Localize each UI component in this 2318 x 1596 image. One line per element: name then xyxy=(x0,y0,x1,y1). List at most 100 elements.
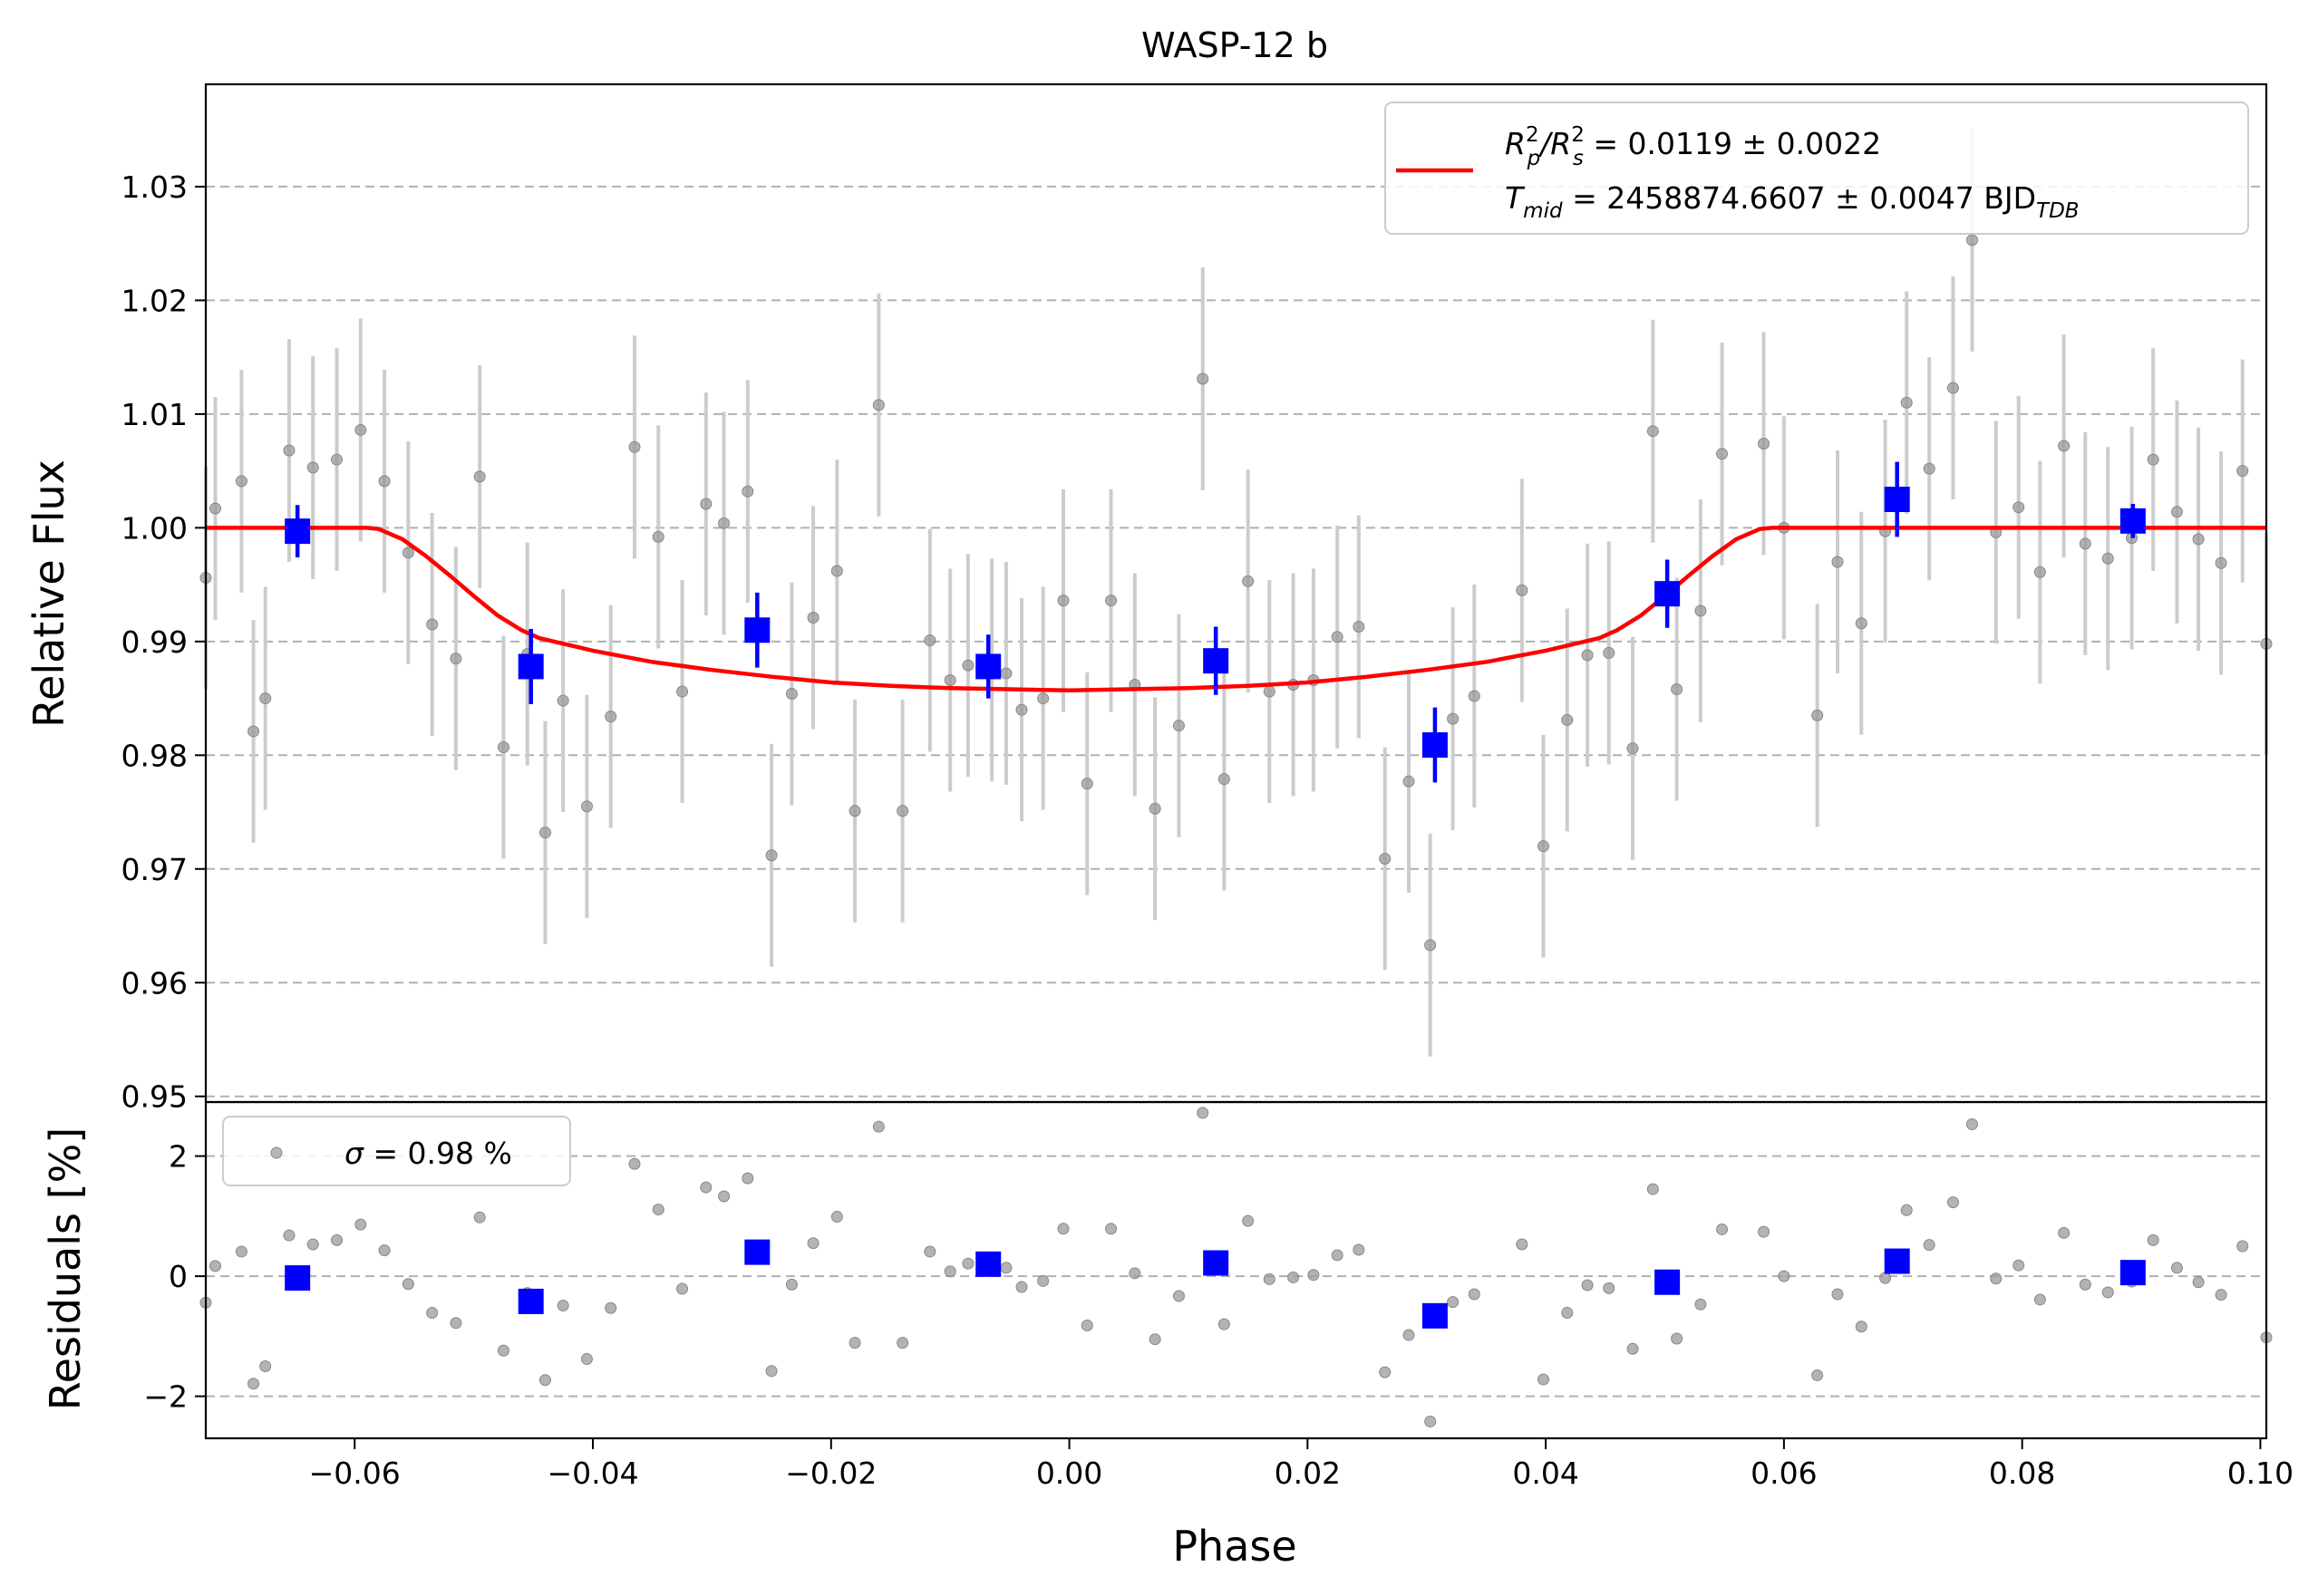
residuals-raw-point xyxy=(450,1317,462,1330)
residuals-raw-point xyxy=(1057,1223,1070,1235)
flux-raw-point xyxy=(2012,501,2025,514)
x-tick-label: 0.10 xyxy=(2227,1456,2294,1491)
residuals-raw-point xyxy=(2192,1276,2205,1289)
residuals-raw-point xyxy=(1778,1270,1790,1282)
residuals-binned-point xyxy=(1884,1248,1910,1274)
flux-raw-point xyxy=(2079,537,2091,550)
residuals-raw-point xyxy=(1855,1320,1867,1333)
flux-raw-point xyxy=(2170,506,2183,518)
flux-raw-point xyxy=(402,547,414,559)
flux-raw-point xyxy=(247,725,260,738)
residuals-raw-point xyxy=(283,1229,296,1242)
flux-raw-point xyxy=(2058,440,2071,452)
flux-legend-tmid-text: Tmid = 2458874.6607 ± 0.0047 BJDTDB xyxy=(1505,180,2080,223)
x-axis-title: Phase xyxy=(1172,1522,1296,1571)
flux-raw-point xyxy=(1172,720,1185,732)
residuals-raw-point xyxy=(473,1211,486,1224)
residuals-raw-point xyxy=(897,1337,909,1349)
residuals-raw-point xyxy=(2147,1233,2159,1246)
residuals-raw-point xyxy=(497,1344,509,1357)
flux-raw-point xyxy=(849,805,861,817)
flux-y-tick-label: 0.96 xyxy=(121,965,188,1001)
residuals-raw-point xyxy=(1217,1318,1230,1330)
residuals-raw-point xyxy=(1037,1274,1050,1287)
residuals-raw-point xyxy=(1402,1329,1415,1341)
flux-raw-points xyxy=(199,234,2273,952)
flux-grid xyxy=(206,185,2266,1098)
flux-y-tick-label: 1.01 xyxy=(121,397,188,432)
chart-title: WASP-12 b xyxy=(1141,25,1328,65)
flux-y-ticks: 0.95 0.96 0.97 0.98 0.99 1.00 1.01 1.02 1.03 xyxy=(121,169,206,1115)
residuals-raw-point xyxy=(2012,1259,2025,1272)
flux-raw-point xyxy=(1537,840,1549,853)
residuals-raw-point xyxy=(924,1245,936,1258)
residuals-raw-point xyxy=(718,1190,731,1203)
flux-raw-point xyxy=(1646,425,1659,438)
residuals-raw-point xyxy=(1965,1118,1978,1131)
residuals-panel-frame xyxy=(204,1100,2268,1440)
residuals-raw-point xyxy=(962,1257,975,1270)
flux-binned-point xyxy=(1203,648,1229,674)
residuals-raw-point xyxy=(1603,1282,1615,1294)
flux-raw-point xyxy=(497,741,509,754)
residuals-raw-point xyxy=(742,1172,754,1185)
flux-raw-point xyxy=(426,618,439,631)
flux-raw-point xyxy=(2215,556,2227,569)
residuals-raw-point xyxy=(2058,1226,2071,1239)
flux-raw-point xyxy=(1561,713,1574,726)
residuals-raw-point xyxy=(849,1337,861,1349)
residuals-raw-point xyxy=(1353,1243,1365,1256)
residuals-raw-point xyxy=(1581,1279,1594,1291)
flux-y-tick-label: 1.03 xyxy=(121,169,188,205)
flux-raw-point xyxy=(1626,742,1639,755)
residuals-raw-point xyxy=(1331,1249,1343,1262)
x-tick-label: −0.06 xyxy=(309,1456,401,1491)
flux-raw-point xyxy=(259,692,272,705)
residuals-raw-point xyxy=(1468,1288,1480,1301)
residuals-binned-point xyxy=(744,1239,771,1265)
residuals-raw-point xyxy=(2033,1293,2046,1306)
residuals-raw-point xyxy=(426,1307,439,1320)
residuals-raw-point xyxy=(1129,1267,1141,1280)
residuals-raw-point xyxy=(1537,1373,1549,1386)
residuals-raw-point xyxy=(1646,1183,1659,1195)
flux-raw-point xyxy=(1379,852,1392,865)
residuals-raw-point xyxy=(1287,1271,1300,1283)
residuals-binned-point xyxy=(285,1265,311,1291)
residuals-raw-point xyxy=(1379,1366,1392,1378)
residuals-binned-point xyxy=(1421,1302,1448,1329)
residuals-raw-point xyxy=(580,1353,593,1366)
flux-raw-point xyxy=(1900,396,1913,409)
residuals-raw-point xyxy=(830,1211,843,1224)
residuals-raw-point xyxy=(331,1233,344,1246)
flux-y-tick-label: 0.97 xyxy=(121,852,188,887)
flux-raw-point xyxy=(378,475,391,488)
flux-y-tick-label: 1.00 xyxy=(121,510,188,546)
residuals-raw-point xyxy=(2215,1289,2227,1301)
residuals-raw-point xyxy=(1105,1223,1118,1235)
residuals-raw-point xyxy=(1758,1225,1770,1238)
flux-raw-point xyxy=(538,827,551,839)
residuals-raw-point xyxy=(872,1120,885,1133)
flux-panel-frame xyxy=(204,82,2268,1104)
residuals-raw-point xyxy=(306,1238,319,1251)
flux-raw-point xyxy=(2147,453,2159,466)
flux-raw-point xyxy=(1758,438,1770,450)
residuals-raw-point xyxy=(354,1218,367,1231)
flux-y-tick-label: 1.02 xyxy=(121,283,188,318)
flux-raw-point xyxy=(807,611,820,624)
flux-raw-point xyxy=(1603,646,1615,659)
flux-raw-point xyxy=(962,659,975,672)
residuals-raw-point xyxy=(1197,1107,1209,1119)
residuals-legend-box xyxy=(222,1116,571,1186)
flux-raw-point xyxy=(580,800,593,813)
residuals-binned-points xyxy=(285,1239,2146,1329)
flux-binned-point xyxy=(285,518,311,545)
residuals-raw-point xyxy=(259,1360,272,1372)
flux-binned-point xyxy=(2119,508,2146,534)
residuals-legend-marker xyxy=(270,1146,283,1159)
residuals-panel: −2 0 2 Residuals [%] σ = 0.98 % xyxy=(41,1100,2273,1440)
x-tick-label: 0.06 xyxy=(1751,1456,1817,1491)
residuals-binned-point xyxy=(2119,1260,2146,1286)
residuals-raw-point xyxy=(785,1278,798,1291)
